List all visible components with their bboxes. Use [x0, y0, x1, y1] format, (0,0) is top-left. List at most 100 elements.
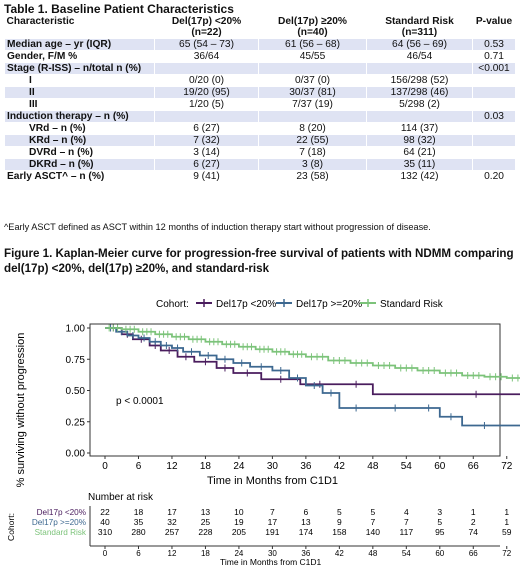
risk-x-tick-label: 66: [469, 549, 478, 558]
table-row: Median age – yr (IQR) 65 (54 – 73) 61 (56 …: [4, 38, 516, 51]
x-tick-label: 6: [136, 461, 142, 472]
row-label: I: [4, 74, 155, 87]
risk-x-tick-label: 18: [201, 549, 210, 558]
table-cell: 61 (56 – 68): [258, 38, 367, 51]
table-cell: 64 (56 – 69): [366, 38, 473, 51]
risk-count: 7: [270, 507, 275, 517]
x-tick-label: 0: [102, 461, 108, 472]
risk-table-xlabel: Time in Months from C1D1: [220, 557, 322, 567]
table-cell: 22 (55): [258, 134, 367, 147]
risk-count: 310: [98, 527, 112, 537]
table-header-row: Characteristic Del(17p) <20% (n=22) Del(1…: [5, 16, 516, 39]
risk-row-label: Standard Risk: [35, 528, 87, 537]
legend-title: Cohort:: [156, 299, 189, 310]
risk-count: 13: [301, 517, 311, 527]
risk-count: 40: [100, 517, 110, 527]
risk-x-tick-label: 60: [435, 549, 444, 558]
y-tick-label: 0.00: [66, 449, 86, 460]
column-header: Characteristic: [6, 16, 75, 27]
table-cell: [472, 98, 516, 111]
risk-count: 13: [201, 507, 211, 517]
table-row: DVRd – n (%) 3 (14) 7 (18) 64 (21): [4, 146, 516, 159]
table-cell: 0.53: [472, 38, 516, 51]
survival-curve: [105, 327, 520, 427]
risk-table-ylabel: Cohort:: [6, 513, 16, 541]
risk-table-title: Number at risk: [88, 492, 154, 503]
risk-count: 2: [471, 517, 476, 527]
risk-count: 1: [504, 517, 509, 527]
table-cell: 137/298 (46): [366, 86, 473, 99]
table-cell: 36/64: [154, 50, 259, 63]
risk-x-tick-label: 42: [335, 549, 344, 558]
risk-count: 5: [437, 517, 442, 527]
risk-count: 280: [131, 527, 145, 537]
table-cell: [258, 62, 367, 75]
y-tick-label: 0.25: [66, 417, 86, 428]
p-value-annotation: p < 0.0001: [116, 396, 164, 407]
table-cell: 0.03: [472, 110, 516, 123]
risk-count: 191: [265, 527, 279, 537]
risk-x-tick-label: 12: [168, 549, 177, 558]
table-cell: [472, 74, 516, 87]
x-tick-label: 48: [367, 461, 379, 472]
table-cell: 0.20: [472, 170, 516, 183]
risk-count: 9: [337, 517, 342, 527]
row-label: Gender, F/M %: [4, 50, 155, 63]
risk-count: 18: [134, 507, 144, 517]
y-tick-label: 0.75: [66, 355, 86, 366]
row-label: Induction therapy – n (%): [4, 110, 155, 123]
risk-x-tick-label: 72: [502, 549, 511, 558]
plot-area: 0.00 0.25 0.50 0.75 1.00 0 6 12 18 24 30 36 42 48 54 60…: [66, 323, 520, 472]
risk-count: 1: [471, 507, 476, 517]
risk-count: 228: [198, 527, 212, 537]
survival-curve: [105, 327, 520, 396]
table-cell: 35 (11): [366, 158, 473, 171]
risk-count: 205: [232, 527, 246, 537]
x-tick-label: 42: [334, 461, 346, 472]
risk-x-tick-label: 24: [234, 549, 243, 558]
baseline-characteristics-table: Characteristic Del(17p) <20% (n=22) Del(1…: [4, 16, 516, 183]
table-cell: 7 (18): [258, 146, 367, 159]
table-cell: 64 (21): [366, 146, 473, 159]
column-header: P-value: [475, 16, 513, 27]
figure-title: Figure 1. Kaplan-Meier curve for progres…: [4, 247, 514, 275]
risk-count: 10: [234, 507, 244, 517]
table-cell: 19/20 (95): [154, 86, 259, 99]
table-row: Stage (R-ISS) – n/total n (%) <0.001: [4, 62, 516, 75]
table-cell: 98 (32): [366, 134, 473, 147]
x-tick-label: 12: [166, 461, 178, 472]
table-footnote: ^Early ASCT defined as ASCT within 12 mo…: [4, 222, 431, 232]
row-label: Early ASCT^ – n (%): [4, 170, 155, 183]
table-cell: [366, 110, 473, 123]
risk-x-tick-label: 54: [402, 549, 411, 558]
table-cell: 0.71: [472, 50, 516, 63]
plot-frame: [89, 323, 501, 457]
column-header: Del(17p) ≥20% (n=40): [277, 16, 347, 38]
risk-count: 5: [337, 507, 342, 517]
x-tick-label: 60: [434, 461, 446, 472]
table-cell: [472, 158, 516, 171]
table-row: Early ASCT^ – n (%) 9 (41) 23 (58) 132 (42)…: [4, 170, 516, 183]
table-cell: 132 (42): [366, 170, 473, 183]
risk-count: 174: [299, 527, 313, 537]
censor-marks: [108, 324, 519, 382]
risk-x-tick-label: 0: [103, 549, 108, 558]
table-cell: <0.001: [472, 62, 516, 75]
table-cell: 6 (27): [154, 158, 259, 171]
x-tick-label: 18: [200, 461, 212, 472]
risk-count: 4: [404, 507, 409, 517]
x-tick-label: 72: [501, 461, 513, 472]
table-cell: 0/20 (0): [154, 74, 259, 87]
risk-count: 25: [201, 517, 211, 527]
risk-count: 1: [504, 507, 509, 517]
risk-x-tick-label: 6: [136, 549, 141, 558]
legend-label: Standard Risk: [380, 299, 444, 310]
risk-count: 95: [435, 527, 445, 537]
table-cell: 3 (14): [154, 146, 259, 159]
table-cell: 156/298 (52): [366, 74, 473, 87]
risk-count: 158: [332, 527, 346, 537]
y-tick-label: 0.50: [66, 386, 86, 397]
table-cell: [472, 122, 516, 135]
risk-x-tick-label: 30: [268, 549, 277, 558]
table-row: KRd – n (%) 7 (32) 22 (55) 98 (32): [4, 134, 516, 147]
